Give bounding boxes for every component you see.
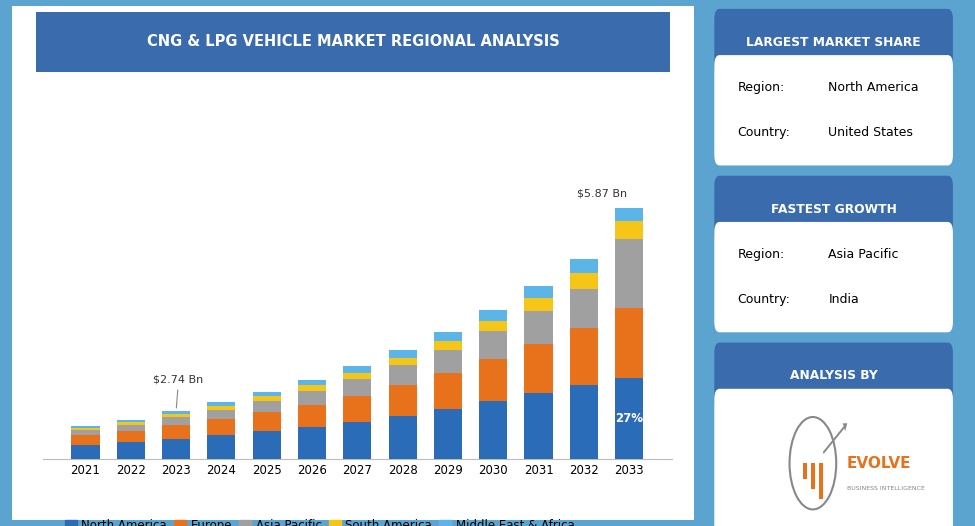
Bar — [253, 392, 281, 396]
Bar — [343, 372, 371, 379]
Bar — [298, 427, 326, 459]
FancyBboxPatch shape — [715, 9, 953, 76]
Bar — [434, 373, 462, 409]
Bar — [208, 419, 236, 436]
Bar — [117, 420, 145, 422]
Bar — [434, 341, 462, 350]
Bar — [389, 416, 416, 459]
Bar — [569, 273, 598, 289]
FancyArrow shape — [823, 423, 847, 454]
Bar — [253, 401, 281, 412]
Bar — [525, 343, 553, 393]
Bar — [162, 439, 190, 459]
FancyBboxPatch shape — [715, 342, 953, 409]
Bar — [298, 405, 326, 427]
Bar — [479, 331, 507, 359]
Text: LARGEST MARKET SHARE: LARGEST MARKET SHARE — [746, 36, 921, 49]
Text: India: India — [829, 293, 859, 306]
Bar — [525, 393, 553, 459]
Bar — [343, 396, 371, 422]
Bar — [298, 391, 326, 405]
Bar — [525, 286, 553, 298]
Text: $2.74 Bn: $2.74 Bn — [153, 375, 204, 408]
Text: ANALYSIS BY: ANALYSIS BY — [790, 369, 878, 382]
Bar — [253, 431, 281, 459]
Bar — [298, 380, 326, 386]
Bar — [389, 366, 416, 385]
Text: North America: North America — [829, 82, 919, 94]
Bar — [71, 430, 99, 436]
Bar — [253, 396, 281, 401]
Legend: North America, Europe, Asia Pacific, South America, Middle East & Africa: North America, Europe, Asia Pacific, Sou… — [60, 514, 579, 526]
Bar — [479, 359, 507, 401]
Bar — [162, 424, 190, 439]
Bar — [117, 424, 145, 431]
Bar — [479, 320, 507, 331]
Bar — [615, 308, 644, 378]
Bar — [389, 358, 416, 366]
Text: 27%: 27% — [615, 412, 644, 425]
Bar — [569, 328, 598, 385]
Bar — [434, 332, 462, 341]
Bar — [162, 414, 190, 417]
Bar — [389, 350, 416, 358]
Bar — [525, 298, 553, 311]
Bar — [208, 406, 236, 410]
Bar — [569, 289, 598, 328]
Bar — [117, 431, 145, 442]
Text: Country:: Country: — [738, 293, 791, 306]
Bar — [615, 221, 644, 239]
Text: FASTEST GROWTH: FASTEST GROWTH — [770, 203, 897, 216]
FancyBboxPatch shape — [715, 222, 953, 332]
Bar — [71, 445, 99, 459]
Bar — [343, 422, 371, 459]
Bar — [71, 428, 99, 430]
FancyBboxPatch shape — [715, 55, 953, 166]
Text: Region:: Region: — [738, 82, 785, 94]
Bar — [615, 239, 644, 308]
Bar — [434, 409, 462, 459]
Bar — [343, 379, 371, 396]
Bar — [208, 410, 236, 419]
FancyBboxPatch shape — [803, 463, 807, 479]
Bar — [208, 436, 236, 459]
Bar — [117, 422, 145, 424]
Bar — [162, 411, 190, 414]
FancyBboxPatch shape — [811, 463, 815, 489]
Bar — [117, 442, 145, 459]
FancyBboxPatch shape — [715, 389, 953, 526]
Bar — [615, 378, 644, 459]
Bar — [479, 401, 507, 459]
Text: $5.87 Bn: $5.87 Bn — [577, 189, 627, 199]
Bar — [208, 402, 236, 406]
Text: Country:: Country: — [738, 126, 791, 139]
Text: United States: United States — [829, 126, 914, 139]
Bar — [569, 385, 598, 459]
Bar — [389, 385, 416, 416]
Bar — [71, 426, 99, 428]
Bar — [525, 311, 553, 343]
Bar — [298, 386, 326, 391]
Bar — [615, 208, 644, 221]
Text: BUSINESS INTELLIGENCE: BUSINESS INTELLIGENCE — [846, 487, 924, 491]
FancyBboxPatch shape — [715, 176, 953, 242]
Text: EVOLVE: EVOLVE — [846, 456, 911, 471]
Bar — [253, 412, 281, 431]
Bar — [479, 310, 507, 320]
FancyBboxPatch shape — [5, 1, 701, 525]
Bar — [162, 417, 190, 424]
Text: Asia Pacific: Asia Pacific — [829, 248, 899, 261]
Bar — [71, 436, 99, 445]
FancyBboxPatch shape — [819, 463, 823, 499]
Text: CNG & LPG VEHICLE MARKET REGIONAL ANALYSIS: CNG & LPG VEHICLE MARKET REGIONAL ANALYS… — [146, 34, 560, 49]
Bar — [343, 367, 371, 372]
Text: 23%: 23% — [656, 267, 684, 280]
Bar — [434, 350, 462, 373]
FancyBboxPatch shape — [11, 9, 695, 75]
Bar — [569, 259, 598, 273]
Text: Region:: Region: — [738, 248, 785, 261]
